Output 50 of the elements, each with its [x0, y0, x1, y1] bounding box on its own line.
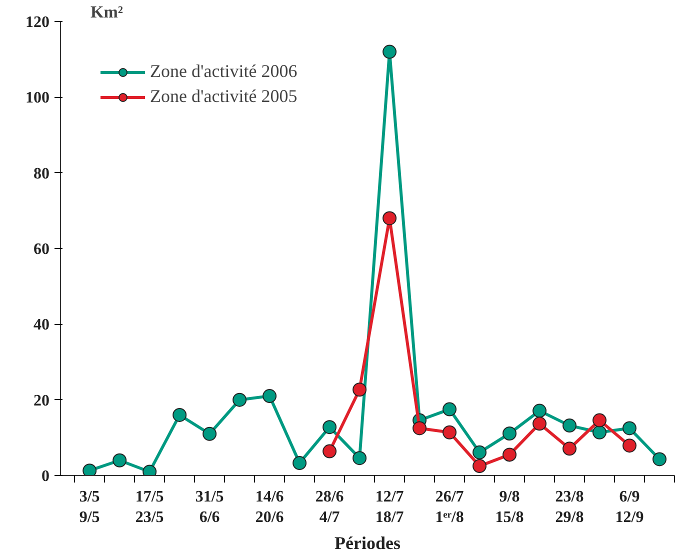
x-tick-label: 31/5 6/6 — [195, 488, 224, 526]
y-tick-label: 40 — [34, 316, 50, 334]
x-tick-label: 6/9 12/9 — [615, 488, 644, 526]
point — [442, 425, 457, 440]
point — [112, 453, 127, 468]
y-tick-label: 0 — [42, 468, 50, 485]
point — [472, 445, 487, 460]
y-axis-title: Km² — [90, 2, 123, 22]
y-tick-label: 120 — [26, 14, 50, 31]
point — [442, 402, 457, 416]
y-tick-label: 100 — [26, 90, 50, 107]
point — [352, 451, 367, 466]
x-tick-label: 12/7 18/7 — [375, 488, 404, 526]
x-tick-label: 9/8 15/8 — [495, 488, 524, 526]
point — [232, 392, 247, 407]
legend-label: Zone d'activité 2005 — [150, 86, 298, 107]
point — [622, 421, 637, 436]
legend-label: Zone d'activité 2006 — [150, 61, 298, 82]
point — [592, 413, 607, 428]
x-axis-title: Périodes — [334, 532, 400, 553]
x-tick-label: 3/5 9/5 — [79, 488, 100, 526]
point — [622, 438, 637, 453]
point — [202, 426, 217, 441]
point — [352, 382, 367, 397]
point — [562, 442, 577, 456]
point — [532, 416, 547, 431]
point — [412, 421, 427, 436]
y-tick-label: 60 — [34, 241, 50, 258]
x-tick-label: 28/6 4/7 — [315, 488, 344, 526]
point — [322, 420, 337, 434]
point — [262, 389, 277, 404]
point — [172, 408, 187, 422]
point — [472, 459, 487, 474]
x-tick-label: 14/6 20/6 — [255, 488, 284, 526]
point — [322, 444, 337, 458]
point — [592, 425, 607, 440]
y-tick-label: 20 — [34, 392, 50, 410]
y-tick-label: 80 — [34, 165, 50, 182]
x-tick-label: 17/5 23/5 — [135, 488, 164, 526]
point — [652, 452, 666, 466]
point — [382, 44, 397, 59]
point — [502, 426, 517, 440]
point — [382, 211, 397, 226]
x-tick-label: 26/7 1ᵉʳ/8 — [435, 488, 464, 526]
point — [292, 456, 307, 470]
point — [562, 418, 577, 433]
point — [82, 464, 97, 476]
point — [502, 448, 517, 462]
x-tick-label: 23/8 29/8 — [555, 488, 584, 526]
point — [532, 404, 547, 418]
